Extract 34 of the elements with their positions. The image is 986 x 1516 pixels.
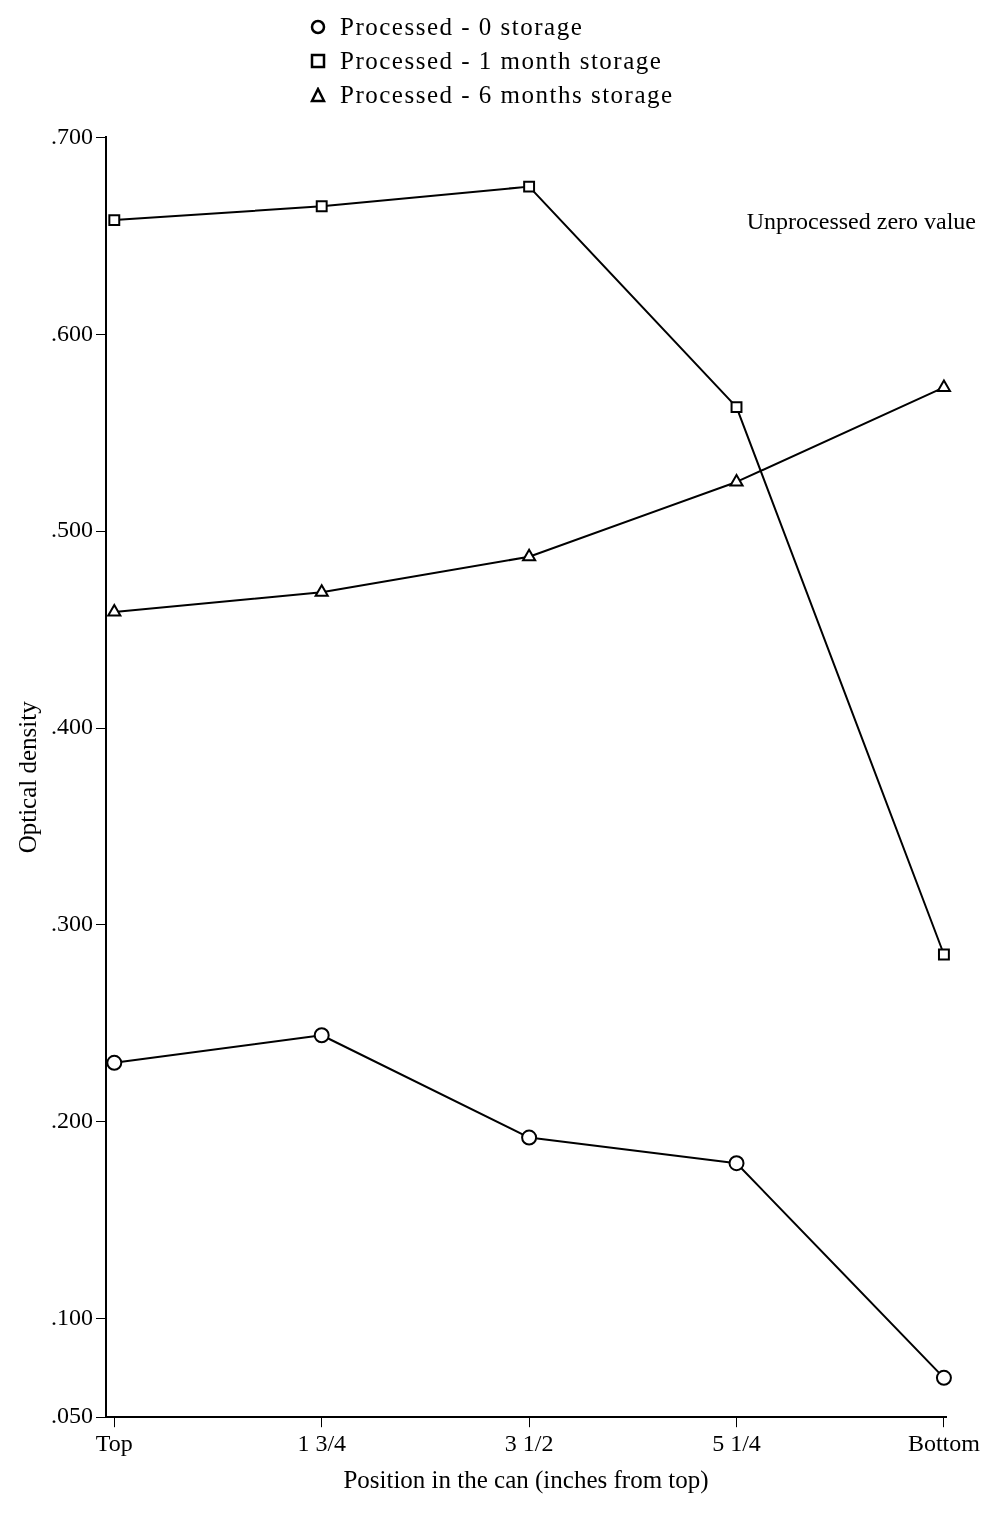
point	[315, 200, 328, 213]
point	[313, 1027, 330, 1044]
point	[314, 584, 329, 597]
x-tick-label: Top	[95, 1429, 133, 1456]
x-tick-label: 1 3/4	[297, 1429, 347, 1456]
y-tick-label: .400	[51, 713, 93, 740]
legend-label: Processed - 6 months storage	[340, 81, 674, 109]
y-tick-label: .200	[51, 1107, 93, 1134]
point	[107, 603, 122, 617]
point	[729, 473, 744, 487]
annotation: Unprocessed zero value	[746, 207, 976, 234]
point	[522, 548, 537, 562]
x-tick-label: 3 1/2	[504, 1429, 554, 1456]
point	[728, 1155, 745, 1172]
point	[521, 1129, 538, 1146]
point	[108, 214, 121, 227]
y-tick-label: .600	[51, 319, 93, 346]
y-tick-label: .300	[51, 910, 93, 937]
point	[730, 401, 743, 414]
x-axis-title: Position in the can (inches from top)	[343, 1465, 709, 1494]
point	[937, 948, 950, 961]
y-tick-label: .100	[51, 1304, 93, 1331]
y-tick-label: .050	[51, 1402, 93, 1429]
y-tick-label: .700	[51, 122, 93, 149]
point	[935, 1369, 952, 1386]
x-tick-label: Bottom	[907, 1429, 981, 1456]
point	[106, 1054, 123, 1071]
y-tick-label: .500	[51, 516, 93, 543]
point	[936, 379, 951, 392]
point	[523, 180, 536, 193]
y-axis-title: Optical density	[13, 700, 41, 854]
legend-label: Processed - 1 month storage	[340, 47, 663, 75]
x-tick-label: 5 1/4	[712, 1429, 761, 1456]
legend-label: Processed - 0 storage	[340, 13, 584, 41]
